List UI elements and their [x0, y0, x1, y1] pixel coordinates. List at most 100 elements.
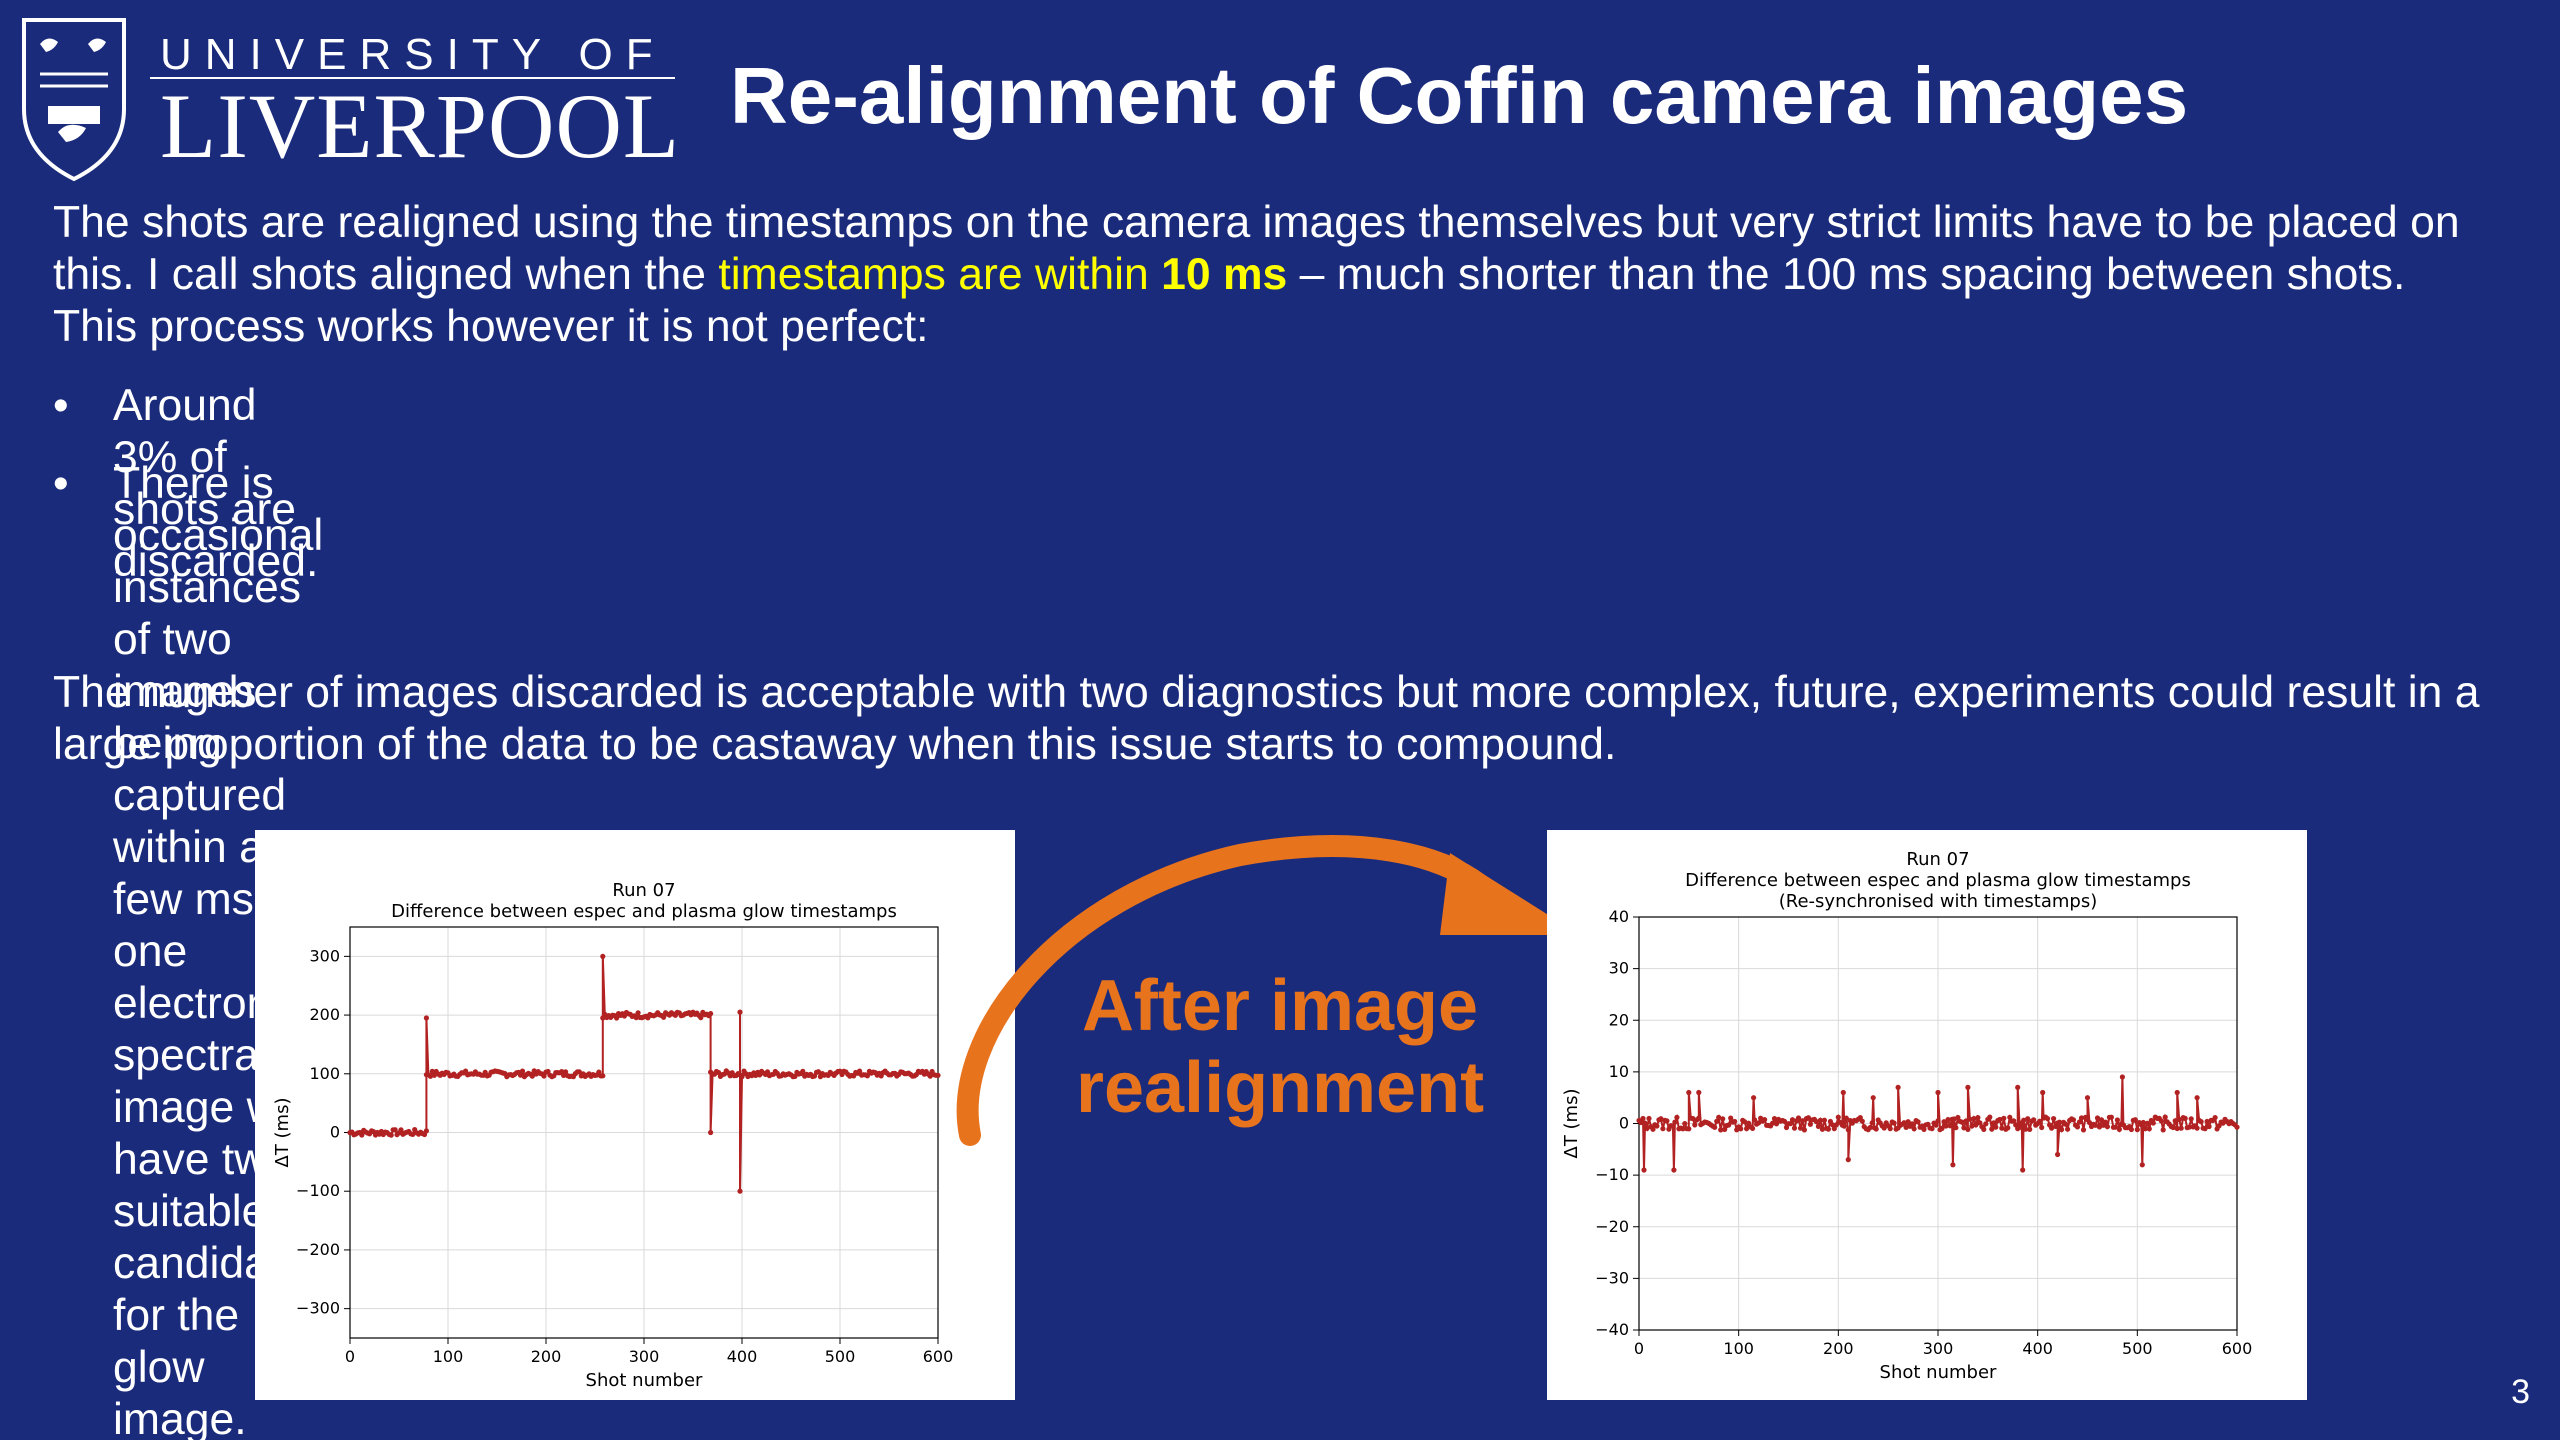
- data-point: [635, 1010, 641, 1016]
- data-point: [1756, 1120, 1762, 1126]
- data-point: [410, 1131, 416, 1137]
- data-point: [1869, 1120, 1875, 1126]
- data-point: [1835, 1114, 1841, 1120]
- data-point: [1825, 1126, 1831, 1132]
- data-point: [935, 1072, 941, 1078]
- data-point: [2206, 1123, 2212, 1130]
- data-point: [541, 1073, 547, 1079]
- data-point: [1845, 1157, 1851, 1163]
- data-point: [1975, 1115, 1981, 1121]
- data-point: [2078, 1115, 2085, 1121]
- data-point: [2104, 1124, 2110, 1130]
- intro-highlight-bold: 10 ms: [1161, 250, 1288, 299]
- data-point: [1720, 1116, 1726, 1122]
- y-tick-label: −30: [1595, 1268, 1629, 1287]
- data-point: [2007, 1114, 2013, 1120]
- data-point: [392, 1127, 398, 1133]
- data-point: [2134, 1127, 2140, 1133]
- data-point: [1660, 1126, 1666, 1132]
- data-point: [1752, 1117, 1758, 1123]
- y-tick-label: 0: [330, 1123, 340, 1142]
- data-point: [2174, 1089, 2180, 1096]
- data-point: [2098, 1117, 2105, 1123]
- data-point: [2112, 1124, 2118, 1130]
- data-point: [2182, 1115, 2188, 1121]
- data-point: [2049, 1125, 2055, 1131]
- y-tick-label: 30: [1609, 959, 1629, 978]
- data-point: [1989, 1126, 1995, 1132]
- data-point: [1870, 1095, 1876, 1101]
- data-point: [2202, 1126, 2208, 1132]
- data-point: [427, 1073, 433, 1079]
- data-point: [576, 1069, 582, 1075]
- data-point: [2132, 1117, 2138, 1123]
- y-tick-label: −300: [296, 1299, 340, 1318]
- data-point: [529, 1073, 535, 1079]
- x-tick-label: 200: [531, 1347, 562, 1366]
- data-point: [2204, 1118, 2210, 1125]
- data-point: [2096, 1124, 2103, 1130]
- data-point: [1891, 1120, 1897, 1126]
- data-point: [1983, 1121, 1989, 1127]
- data-point: [1867, 1124, 1873, 1131]
- data-point: [1799, 1118, 1806, 1124]
- data-point: [1963, 1118, 1969, 1124]
- data-point: [737, 1009, 743, 1015]
- data-point: [2128, 1126, 2134, 1133]
- data-point: [1801, 1127, 1807, 1133]
- data-point: [698, 1015, 704, 1021]
- data-point: [1670, 1123, 1676, 1129]
- y-tick-label: 10: [1609, 1062, 1629, 1081]
- data-point: [1732, 1118, 1738, 1125]
- data-point: [1650, 1126, 1656, 1132]
- data-point: [1909, 1121, 1915, 1127]
- data-point: [1939, 1125, 1945, 1131]
- data-point: [519, 1068, 526, 1074]
- data-point: [661, 1014, 667, 1020]
- data-point: [1965, 1084, 1971, 1090]
- data-point: [715, 1069, 722, 1076]
- y-tick-label: −40: [1595, 1320, 1629, 1339]
- data-point: [633, 1015, 639, 1021]
- data-point: [864, 1073, 871, 1079]
- data-point: [2146, 1126, 2152, 1132]
- data-point: [1644, 1125, 1650, 1131]
- data-point: [2045, 1116, 2051, 1122]
- data-point: [1770, 1120, 1776, 1126]
- data-point: [2025, 1116, 2031, 1122]
- data-point: [2037, 1118, 2043, 1124]
- data-point: [1991, 1120, 1997, 1126]
- data-point: [1642, 1120, 1648, 1126]
- y-tick-label: 100: [309, 1064, 340, 1083]
- data-point: [1881, 1125, 1887, 1131]
- data-point: [1987, 1114, 1993, 1120]
- data-point: [2150, 1120, 2156, 1126]
- data-point: [563, 1069, 569, 1075]
- data-point: [1901, 1120, 1907, 1126]
- data-point: [1638, 1119, 1644, 1126]
- data-point: [2176, 1116, 2182, 1123]
- data-point: [2172, 1118, 2178, 1124]
- data-point: [1903, 1124, 1909, 1130]
- data-point: [857, 1068, 863, 1074]
- x-axis-label: Shot number: [586, 1370, 703, 1391]
- y-axis-label: ΔT (ms): [1561, 1089, 1582, 1159]
- data-point: [2074, 1124, 2081, 1130]
- data-point: [2031, 1117, 2037, 1123]
- data-point: [398, 1127, 404, 1133]
- y-axis-label: ΔT (ms): [272, 1098, 293, 1168]
- data-point: [388, 1132, 394, 1138]
- bullet-dot-icon: •: [53, 381, 69, 430]
- data-point: [1981, 1126, 1987, 1132]
- data-point: [1973, 1122, 1979, 1128]
- data-point: [1950, 1162, 1956, 1168]
- data-point: [2160, 1127, 2166, 1133]
- data-point: [1751, 1095, 1757, 1101]
- data-point: [2094, 1115, 2101, 1121]
- data-point: [2234, 1124, 2240, 1130]
- data-point: [2070, 1117, 2077, 1123]
- x-tick-label: 600: [923, 1347, 954, 1366]
- chart-before-panel: Run 07 Difference between espec and plasm…: [255, 830, 1015, 1400]
- data-point: [1935, 1089, 1941, 1096]
